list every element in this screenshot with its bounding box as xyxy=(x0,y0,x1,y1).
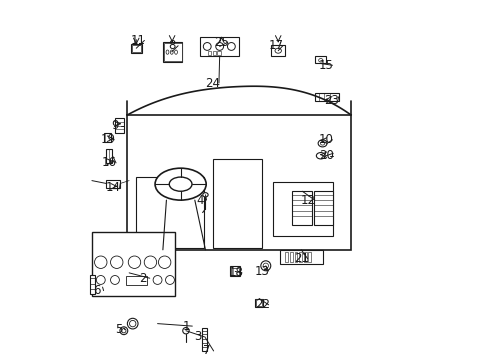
Text: 5: 5 xyxy=(115,323,122,336)
Ellipse shape xyxy=(316,153,325,159)
Bar xyxy=(212,51,216,55)
Ellipse shape xyxy=(96,275,105,284)
Ellipse shape xyxy=(120,327,127,335)
Bar xyxy=(315,56,325,63)
Text: 4: 4 xyxy=(196,194,203,207)
Ellipse shape xyxy=(153,275,162,284)
Bar xyxy=(217,51,220,55)
Bar xyxy=(163,43,182,61)
Ellipse shape xyxy=(129,320,136,327)
Ellipse shape xyxy=(94,256,107,269)
Bar xyxy=(127,115,350,250)
Ellipse shape xyxy=(183,328,189,334)
Text: 21: 21 xyxy=(293,252,308,265)
Text: 24: 24 xyxy=(204,77,220,90)
Ellipse shape xyxy=(170,50,173,54)
Ellipse shape xyxy=(165,275,174,284)
Bar xyxy=(92,232,175,296)
Bar xyxy=(303,252,306,262)
Ellipse shape xyxy=(144,256,156,269)
Bar xyxy=(272,183,332,235)
Bar xyxy=(202,328,207,351)
Ellipse shape xyxy=(320,141,324,145)
Ellipse shape xyxy=(155,168,206,200)
Ellipse shape xyxy=(260,261,270,271)
Ellipse shape xyxy=(318,59,322,62)
Text: 18: 18 xyxy=(228,266,243,279)
Text: 14: 14 xyxy=(105,181,121,194)
Bar xyxy=(255,300,262,306)
Bar xyxy=(230,266,240,276)
Bar xyxy=(90,275,95,294)
Ellipse shape xyxy=(263,263,268,269)
Bar xyxy=(106,180,120,188)
Text: 13: 13 xyxy=(254,265,269,278)
Text: 1: 1 xyxy=(182,320,189,333)
Ellipse shape xyxy=(274,48,281,53)
Text: 15: 15 xyxy=(318,59,333,72)
Bar xyxy=(231,267,239,275)
Ellipse shape xyxy=(215,42,223,50)
Bar xyxy=(280,250,322,264)
Text: 12: 12 xyxy=(300,194,315,207)
Text: 11: 11 xyxy=(130,34,145,47)
Text: 20: 20 xyxy=(318,149,333,162)
Text: 7: 7 xyxy=(203,345,210,357)
Bar xyxy=(299,252,302,262)
Text: 25: 25 xyxy=(214,36,228,49)
Bar xyxy=(270,45,285,57)
Bar xyxy=(125,276,146,285)
Ellipse shape xyxy=(127,318,138,329)
Bar xyxy=(104,133,110,141)
Ellipse shape xyxy=(122,329,126,333)
Bar xyxy=(207,51,211,55)
Ellipse shape xyxy=(174,50,177,54)
Text: 23: 23 xyxy=(324,94,338,107)
Text: 3: 3 xyxy=(194,330,201,343)
Bar xyxy=(294,252,297,262)
Bar xyxy=(285,252,287,262)
Bar xyxy=(255,299,263,307)
Text: 19: 19 xyxy=(100,133,115,146)
Bar xyxy=(136,177,203,248)
Ellipse shape xyxy=(158,256,170,269)
Bar xyxy=(315,93,338,101)
Bar xyxy=(200,37,239,57)
Ellipse shape xyxy=(169,177,192,191)
Ellipse shape xyxy=(318,140,326,147)
Text: 2: 2 xyxy=(139,272,147,285)
Text: 6: 6 xyxy=(93,284,101,297)
Text: 22: 22 xyxy=(254,298,269,311)
Bar xyxy=(292,191,311,225)
Text: 17: 17 xyxy=(268,39,284,52)
Ellipse shape xyxy=(227,42,235,50)
Text: 16: 16 xyxy=(102,156,117,169)
Text: 9: 9 xyxy=(111,119,119,132)
Bar xyxy=(106,149,112,163)
Bar xyxy=(115,118,123,133)
Ellipse shape xyxy=(128,256,141,269)
Text: 10: 10 xyxy=(318,133,333,146)
Bar xyxy=(308,252,310,262)
Bar xyxy=(131,45,141,52)
Bar xyxy=(289,252,292,262)
Bar xyxy=(212,159,262,248)
Bar xyxy=(131,44,142,53)
Ellipse shape xyxy=(166,50,168,54)
Ellipse shape xyxy=(203,193,208,197)
Text: 8: 8 xyxy=(168,39,175,52)
Bar xyxy=(313,191,332,225)
Ellipse shape xyxy=(110,256,122,269)
Ellipse shape xyxy=(203,42,211,50)
Ellipse shape xyxy=(110,275,119,284)
Bar xyxy=(163,42,182,62)
